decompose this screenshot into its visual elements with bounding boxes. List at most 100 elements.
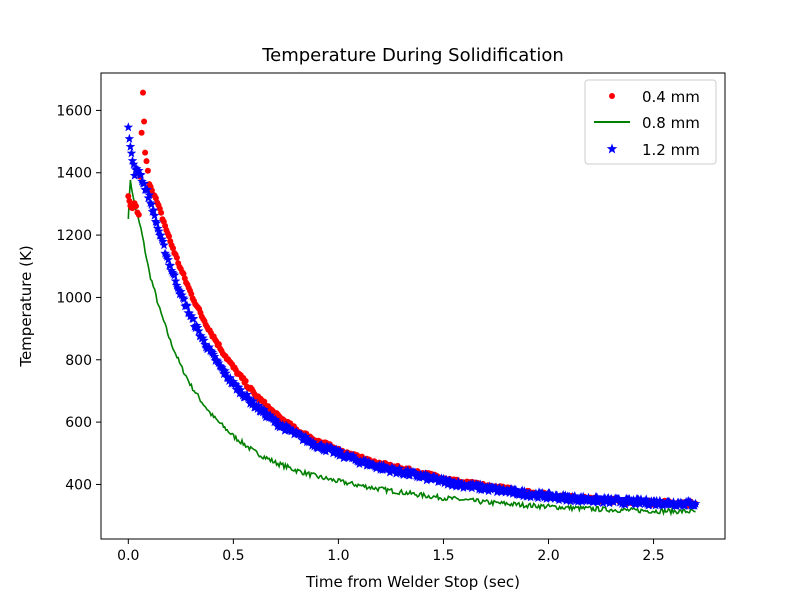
data-point-1.2mm bbox=[125, 141, 136, 151]
data-point-1.2mm bbox=[544, 488, 555, 498]
data-point-1.2mm bbox=[184, 308, 194, 318]
y-tick-label: 400 bbox=[65, 477, 92, 493]
data-point-1.2mm bbox=[664, 497, 675, 507]
data-point-1.2mm bbox=[152, 223, 163, 233]
data-point-1.2mm bbox=[123, 122, 134, 132]
data-point-1.2mm bbox=[192, 322, 203, 332]
data-point-1.2mm bbox=[321, 446, 331, 456]
data-point-1.2mm bbox=[170, 276, 181, 286]
data-point-1.2mm bbox=[209, 351, 220, 361]
y-tick-label: 1400 bbox=[56, 166, 92, 182]
data-point-1.2mm bbox=[537, 487, 547, 497]
data-point-1.2mm bbox=[259, 404, 269, 414]
data-point-1.2mm bbox=[453, 476, 463, 486]
data-point-1.2mm bbox=[377, 464, 388, 475]
data-point-1.2mm bbox=[519, 486, 530, 496]
data-point-0.4mm bbox=[141, 118, 148, 125]
data-point-1.2mm bbox=[193, 326, 204, 336]
data-point-1.2mm bbox=[128, 159, 139, 169]
data-point-1.2mm bbox=[182, 301, 192, 311]
data-point-1.2mm bbox=[360, 455, 371, 465]
data-point-1.2mm bbox=[198, 333, 208, 343]
y-tick-label: 1200 bbox=[56, 228, 92, 244]
data-point-1.2mm bbox=[541, 493, 552, 503]
data-point-0.4mm bbox=[140, 89, 146, 96]
data-point-0.4mm bbox=[126, 198, 133, 204]
data-point-1.2mm bbox=[303, 434, 313, 444]
legend-label-0: 0.4 mm bbox=[642, 88, 700, 106]
data-point-1.2mm bbox=[641, 494, 651, 504]
data-point-1.2mm bbox=[207, 347, 218, 357]
data-point-1.2mm bbox=[242, 389, 252, 399]
legend-marker-1.2mm bbox=[606, 143, 618, 154]
data-point-1.2mm bbox=[191, 320, 202, 330]
data-point-1.2mm bbox=[331, 444, 342, 454]
data-point-1.2mm bbox=[252, 403, 263, 413]
data-point-1.2mm bbox=[348, 450, 358, 460]
data-point-1.2mm bbox=[177, 290, 187, 300]
data-point-1.2mm bbox=[271, 416, 282, 426]
data-point-1.2mm bbox=[387, 462, 397, 472]
data-point-1.2mm bbox=[685, 497, 696, 507]
data-point-1.2mm bbox=[247, 399, 258, 409]
data-point-0.4mm bbox=[180, 270, 187, 277]
data-point-0.4mm bbox=[138, 129, 145, 136]
data-point-0.4mm bbox=[158, 209, 165, 216]
data-point-1.2mm bbox=[228, 376, 239, 386]
data-point-1.2mm bbox=[402, 465, 413, 475]
data-point-1.2mm bbox=[291, 426, 302, 436]
data-point-1.2mm bbox=[555, 491, 565, 501]
data-point-1.2mm bbox=[124, 133, 135, 143]
data-point-1.2mm bbox=[301, 431, 311, 441]
data-point-1.2mm bbox=[592, 492, 602, 502]
data-point-1.2mm bbox=[552, 490, 562, 500]
data-point-1.2mm bbox=[176, 286, 186, 296]
data-point-1.2mm bbox=[127, 155, 138, 165]
data-point-1.2mm bbox=[475, 479, 485, 489]
data-point-1.2mm bbox=[413, 470, 424, 480]
x-tick-label: 1.5 bbox=[432, 548, 454, 564]
data-point-1.2mm bbox=[154, 226, 164, 236]
data-point-1.2mm bbox=[273, 418, 284, 428]
data-point-1.2mm bbox=[604, 498, 615, 508]
data-point-1.2mm bbox=[162, 251, 172, 261]
data-point-1.2mm bbox=[131, 163, 142, 173]
data-point-0.4mm bbox=[173, 254, 180, 261]
data-point-1.2mm bbox=[166, 265, 177, 275]
data-point-1.2mm bbox=[196, 330, 206, 340]
data-point-1.2mm bbox=[186, 310, 197, 321]
data-point-0.4mm bbox=[166, 233, 172, 240]
data-point-1.2mm bbox=[618, 496, 628, 506]
data-point-1.2mm bbox=[378, 460, 389, 470]
data-point-1.2mm bbox=[129, 170, 140, 180]
data-point-1.2mm bbox=[163, 254, 173, 264]
legend-label-2: 1.2 mm bbox=[642, 141, 700, 159]
data-point-1.2mm bbox=[160, 248, 170, 258]
data-point-0.4mm bbox=[125, 193, 132, 200]
y-tick-label: 1600 bbox=[56, 103, 92, 119]
data-point-1.2mm bbox=[364, 457, 374, 467]
data-point-1.2mm bbox=[656, 498, 666, 508]
data-point-0.4mm bbox=[242, 378, 249, 384]
data-point-1.2mm bbox=[136, 170, 146, 180]
data-point-1.2mm bbox=[655, 495, 665, 505]
data-point-1.2mm bbox=[432, 473, 442, 483]
data-point-1.2mm bbox=[570, 490, 580, 501]
plot-area bbox=[123, 89, 701, 517]
data-point-1.2mm bbox=[316, 439, 327, 450]
data-point-1.2mm bbox=[246, 397, 256, 407]
data-point-1.2mm bbox=[384, 463, 394, 473]
data-point-1.2mm bbox=[628, 494, 639, 505]
data-point-1.2mm bbox=[578, 491, 588, 501]
data-point-1.2mm bbox=[467, 483, 477, 493]
data-point-1.2mm bbox=[171, 280, 182, 290]
data-point-1.2mm bbox=[335, 446, 346, 456]
data-point-1.2mm bbox=[208, 349, 219, 359]
x-axis-label: Time from Welder Stop (sec) bbox=[305, 573, 520, 591]
data-point-1.2mm bbox=[280, 425, 290, 435]
x-tick-label: 2.5 bbox=[642, 548, 664, 564]
x-axis-ticks: 0.0 0.5 1.0 1.5 2.0 2.5 bbox=[117, 539, 665, 564]
data-point-1.2mm bbox=[165, 260, 176, 270]
data-point-1.2mm bbox=[429, 471, 439, 481]
series-1.2mm bbox=[123, 122, 701, 511]
